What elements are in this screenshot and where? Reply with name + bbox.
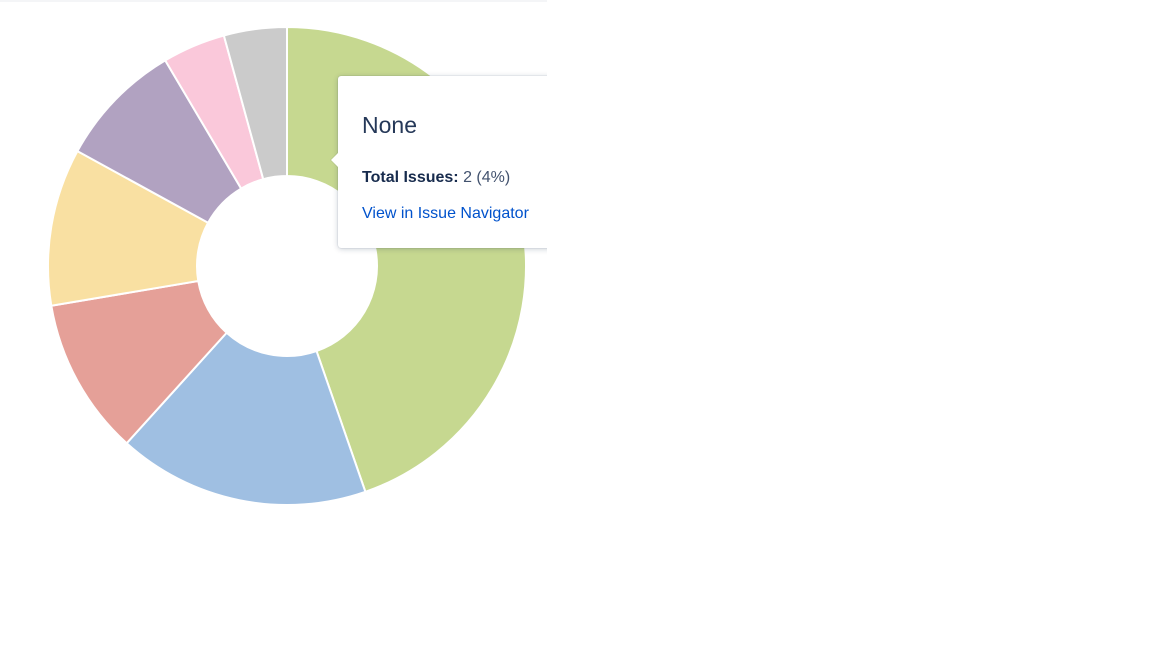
pie-slice-4[interactable]	[47, 149, 210, 307]
pie-slice-2[interactable]	[125, 331, 367, 506]
total-issues-label: Total Issues:	[362, 169, 459, 186]
pie-slice-3[interactable]	[50, 279, 229, 445]
pie-slice-7[interactable]	[222, 25, 288, 181]
tooltip-arrow	[331, 153, 338, 167]
pie-chart-gadget: None Total Issues: 2 (4%) View in Issue …	[0, 0, 547, 648]
total-issues-value: 2 (4%)	[463, 169, 511, 186]
tooltip-total-issues: Total Issues: 2 (4%)	[362, 169, 510, 187]
tooltip-title: None	[362, 112, 417, 138]
view-in-issue-navigator-link[interactable]: View in Issue Navigator	[362, 205, 529, 222]
top-divider	[0, 0, 547, 2]
slice-tooltip: None Total Issues: 2 (4%) View in Issue …	[331, 76, 547, 248]
